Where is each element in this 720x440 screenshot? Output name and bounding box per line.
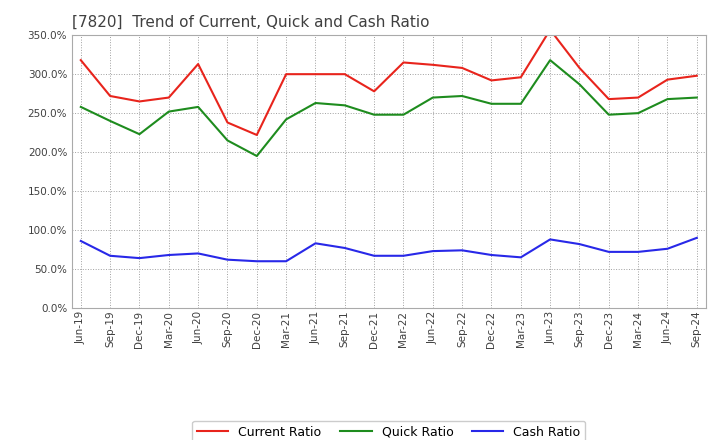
Cash Ratio (516, 255, 525, 260)
Quick Ratio (575, 82, 584, 87)
Quick Ratio (399, 112, 408, 117)
Current Ratio (516, 75, 525, 80)
Current Ratio (164, 95, 173, 100)
Current Ratio (428, 62, 437, 67)
Cash Ratio (311, 241, 320, 246)
Current Ratio (605, 96, 613, 102)
Cash Ratio (575, 242, 584, 247)
Current Ratio (253, 132, 261, 138)
Cash Ratio (135, 256, 144, 261)
Current Ratio (487, 78, 496, 83)
Quick Ratio (605, 112, 613, 117)
Quick Ratio (106, 118, 114, 124)
Quick Ratio (311, 100, 320, 106)
Current Ratio (693, 73, 701, 78)
Quick Ratio (634, 110, 642, 116)
Quick Ratio (663, 96, 672, 102)
Cash Ratio (663, 246, 672, 251)
Cash Ratio (341, 246, 349, 251)
Cash Ratio (487, 253, 496, 258)
Cash Ratio (194, 251, 202, 256)
Current Ratio (399, 60, 408, 65)
Current Ratio (575, 65, 584, 70)
Quick Ratio (546, 58, 554, 63)
Cash Ratio (253, 259, 261, 264)
Cash Ratio (428, 249, 437, 254)
Quick Ratio (487, 101, 496, 106)
Current Ratio (106, 93, 114, 99)
Current Ratio (458, 65, 467, 70)
Cash Ratio (634, 249, 642, 254)
Quick Ratio (135, 132, 144, 137)
Cash Ratio (693, 235, 701, 241)
Cash Ratio (164, 253, 173, 258)
Current Ratio (76, 58, 85, 63)
Current Ratio (370, 89, 379, 94)
Cash Ratio (370, 253, 379, 258)
Quick Ratio (253, 154, 261, 159)
Quick Ratio (428, 95, 437, 100)
Quick Ratio (341, 103, 349, 108)
Quick Ratio (164, 109, 173, 114)
Quick Ratio (370, 112, 379, 117)
Quick Ratio (516, 101, 525, 106)
Quick Ratio (223, 138, 232, 143)
Quick Ratio (282, 117, 290, 122)
Quick Ratio (693, 95, 701, 100)
Current Ratio (546, 27, 554, 33)
Cash Ratio (399, 253, 408, 258)
Current Ratio (282, 72, 290, 77)
Quick Ratio (458, 93, 467, 99)
Quick Ratio (194, 104, 202, 110)
Line: Quick Ratio: Quick Ratio (81, 60, 697, 156)
Cash Ratio (282, 259, 290, 264)
Current Ratio (663, 77, 672, 82)
Current Ratio (135, 99, 144, 104)
Current Ratio (311, 72, 320, 77)
Line: Current Ratio: Current Ratio (81, 30, 697, 135)
Cash Ratio (546, 237, 554, 242)
Current Ratio (223, 120, 232, 125)
Current Ratio (341, 72, 349, 77)
Current Ratio (634, 95, 642, 100)
Quick Ratio (76, 104, 85, 110)
Line: Cash Ratio: Cash Ratio (81, 238, 697, 261)
Legend: Current Ratio, Quick Ratio, Cash Ratio: Current Ratio, Quick Ratio, Cash Ratio (192, 421, 585, 440)
Cash Ratio (605, 249, 613, 254)
Cash Ratio (106, 253, 114, 258)
Cash Ratio (76, 238, 85, 244)
Cash Ratio (458, 248, 467, 253)
Text: [7820]  Trend of Current, Quick and Cash Ratio: [7820] Trend of Current, Quick and Cash … (72, 15, 430, 30)
Cash Ratio (223, 257, 232, 262)
Current Ratio (194, 62, 202, 67)
